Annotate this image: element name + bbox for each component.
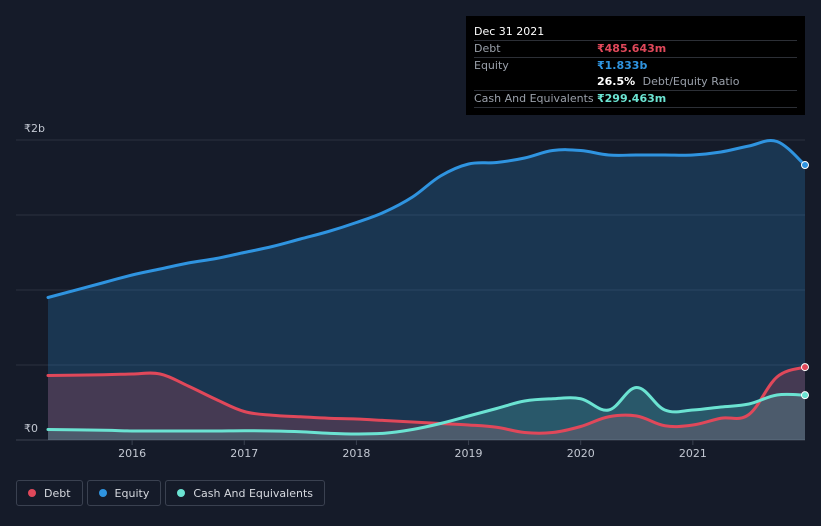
tooltip-panel: Dec 31 2021 Debt ₹485.643m Equity ₹1.833… — [466, 16, 805, 115]
cash-area — [48, 387, 805, 440]
equity-line — [46, 138, 807, 299]
equity-dot-icon — [98, 489, 107, 497]
x-tick-label-2018: 2018 — [342, 447, 370, 460]
cash-dot-icon — [177, 489, 186, 497]
tooltip-ratio-label: Debt/Equity Ratio — [642, 75, 740, 88]
legend-cash-label: Cash And Equivalents — [193, 486, 313, 500]
legend-item-equity[interactable]: Equity — [86, 480, 162, 506]
tooltip-equity-label: Equity — [474, 59, 509, 72]
debt-area — [48, 367, 805, 440]
tooltip-ratio-value: 26.5% — [597, 75, 636, 88]
y-tick-label-min: ₹0 — [24, 422, 38, 435]
x-tick-label-2017: 2017 — [230, 447, 258, 460]
axis-layer: ₹0 ₹2b 2016 2017 2018 2019 2020 2021 — [24, 122, 707, 460]
chart-legend: Debt Equity Cash And Equivalents — [16, 480, 325, 508]
tooltip-row-equity: Equity ₹1.833b — [474, 58, 797, 74]
x-tick-label-2020: 2020 — [567, 447, 595, 460]
line-layer — [46, 138, 807, 436]
x-tick-label-2019: 2019 — [455, 447, 483, 460]
tooltip-cash-label: Cash And Equivalents — [474, 92, 594, 105]
x-tick-label-2021: 2021 — [679, 447, 707, 460]
legend-equity-label: Equity — [114, 486, 150, 500]
equity-area — [48, 140, 805, 440]
tooltip-debt-label: Debt — [474, 42, 501, 55]
equity-end-marker — [801, 161, 809, 170]
legend-item-debt[interactable]: Debt — [16, 480, 83, 506]
tooltip-equity-value: ₹1.833b — [597, 59, 648, 72]
cash-line — [46, 385, 807, 436]
marker-layer — [801, 161, 809, 400]
debt-end-marker — [801, 363, 809, 372]
x-tick-label-2016: 2016 — [118, 447, 146, 460]
legend-debt-label: Debt — [44, 486, 71, 500]
tooltip-row-debt: Debt ₹485.643m — [474, 41, 797, 58]
debt-dot-icon — [28, 489, 36, 497]
area-layer — [48, 140, 805, 440]
tooltip-row-ratio: 26.5% Debt/Equity Ratio — [474, 74, 797, 91]
tooltip-cash-value: ₹299.463m — [597, 92, 667, 105]
cash-end-marker — [801, 391, 809, 400]
grid-layer — [16, 139, 805, 441]
tooltip-debt-value: ₹485.643m — [597, 42, 667, 55]
y-tick-label-max: ₹2b — [24, 122, 45, 135]
tooltip-row-cash: Cash And Equivalents ₹299.463m — [474, 91, 797, 108]
legend-item-cash[interactable]: Cash And Equivalents — [165, 480, 325, 506]
tooltip-date: Dec 31 2021 — [474, 23, 797, 41]
